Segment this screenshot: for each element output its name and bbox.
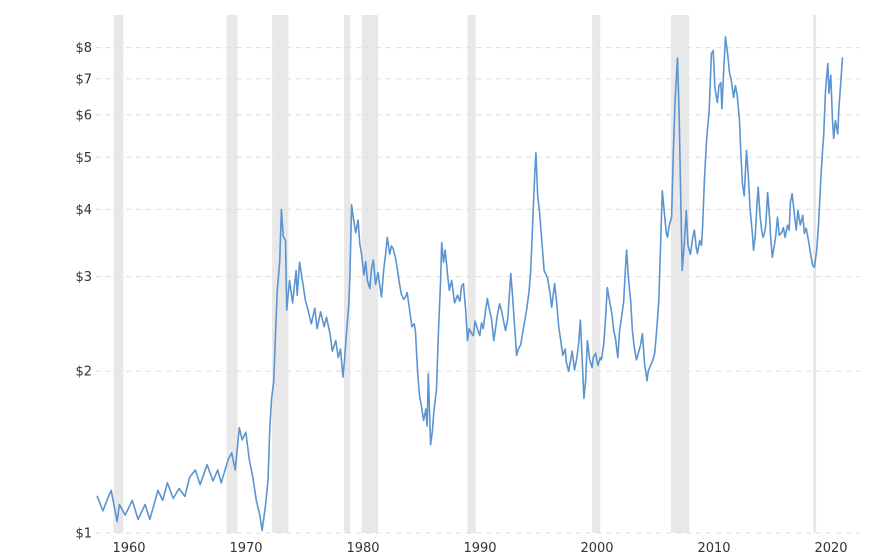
x-axis-label: 2000: [580, 541, 613, 556]
recession-band: [592, 15, 601, 533]
recession-band: [226, 15, 238, 533]
x-axis-label: 2010: [697, 541, 730, 556]
recession-bands-layer: [113, 15, 817, 533]
y-axis-label: $1: [75, 527, 92, 542]
gridlines-layer: [96, 47, 860, 534]
y-axis-label: $6: [75, 108, 92, 123]
x-axis-label: 1970: [229, 541, 262, 556]
x-axis-labels: 1960 1970 1980 1990 2000 2010 2020: [112, 541, 847, 556]
recession-band: [671, 15, 690, 533]
recession-band: [344, 15, 351, 533]
y-axis-labels: $1 $2 $3 $4 $5 $6 $7 $8: [75, 41, 92, 541]
y-axis-label: $3: [75, 270, 92, 285]
x-axis-label: 2020: [814, 541, 847, 556]
x-axis-label: 1990: [463, 541, 496, 556]
price-line-series: [96, 36, 844, 532]
price-line-layer: [96, 36, 844, 532]
y-axis-label: $7: [75, 72, 92, 87]
recession-band: [113, 15, 124, 533]
y-axis-label: $5: [75, 151, 92, 166]
y-axis-label: $2: [75, 365, 92, 380]
y-axis-label: $8: [75, 41, 92, 56]
x-axis-label: 1960: [112, 541, 145, 556]
x-axis-label: 1980: [346, 541, 379, 556]
recession-band: [813, 15, 817, 533]
recession-band: [361, 15, 378, 533]
recession-band: [467, 15, 476, 533]
recession-band: [272, 15, 289, 533]
y-axis-label: $4: [75, 203, 92, 218]
